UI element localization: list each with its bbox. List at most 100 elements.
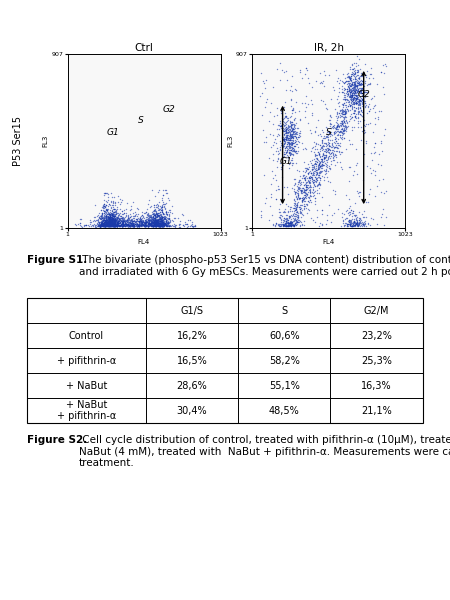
Point [108, 215, 116, 225]
Point [104, 221, 112, 230]
Point [155, 210, 162, 220]
Point [157, 207, 164, 217]
Point [141, 221, 148, 230]
Point [116, 217, 123, 227]
Point [118, 214, 126, 224]
Point [99, 215, 107, 225]
Point [308, 172, 315, 182]
Point [111, 221, 118, 230]
Point [317, 161, 324, 171]
Point [329, 121, 337, 131]
Point [108, 219, 115, 229]
Point [326, 164, 333, 173]
Point [139, 211, 146, 220]
Point [315, 164, 322, 173]
Point [272, 218, 279, 228]
Point [158, 216, 165, 226]
Point [285, 125, 292, 134]
Point [97, 211, 104, 221]
Point [302, 164, 310, 173]
Point [155, 221, 162, 230]
Point [318, 160, 325, 170]
Point [288, 143, 295, 152]
Point [124, 220, 131, 230]
Point [144, 221, 152, 231]
Point [113, 217, 121, 227]
Point [141, 221, 149, 231]
Point [351, 84, 358, 94]
Point [128, 216, 135, 226]
Point [106, 214, 113, 223]
Point [108, 218, 116, 228]
Point [137, 220, 144, 230]
Point [310, 168, 317, 178]
Point [279, 160, 287, 169]
Point [154, 212, 161, 221]
Point [134, 203, 141, 213]
Point [288, 95, 295, 104]
Point [337, 127, 344, 136]
Point [355, 107, 362, 117]
Point [103, 214, 110, 224]
Point [157, 219, 164, 229]
Point [103, 221, 110, 230]
Point [138, 220, 145, 229]
Point [358, 94, 365, 104]
Point [143, 218, 150, 227]
Point [113, 221, 120, 230]
Point [152, 207, 159, 217]
Point [302, 180, 309, 190]
Point [292, 133, 299, 142]
Point [109, 211, 116, 220]
Point [276, 119, 284, 128]
Point [310, 215, 317, 225]
Point [290, 220, 297, 230]
Point [106, 217, 113, 226]
Point [135, 221, 142, 231]
Point [282, 149, 289, 158]
Point [281, 127, 288, 136]
Point [354, 218, 361, 228]
Point [313, 173, 320, 182]
Point [285, 221, 292, 231]
Point [101, 221, 108, 230]
Point [99, 211, 106, 220]
Point [283, 142, 290, 151]
Point [149, 218, 156, 228]
Point [360, 80, 367, 89]
Point [348, 217, 355, 227]
Point [355, 61, 362, 70]
Point [352, 161, 360, 170]
Point [101, 217, 108, 226]
Point [262, 103, 269, 112]
Point [188, 220, 195, 230]
Point [130, 220, 137, 230]
Point [304, 184, 311, 193]
Point [353, 187, 360, 196]
Point [104, 212, 112, 222]
Point [356, 103, 364, 113]
Point [316, 184, 323, 193]
Point [94, 221, 102, 231]
Point [291, 127, 298, 136]
Point [353, 92, 360, 102]
Point [109, 204, 116, 214]
Point [163, 221, 171, 230]
Point [288, 142, 295, 152]
Point [351, 80, 358, 90]
Point [289, 143, 297, 152]
Point [297, 200, 305, 210]
Point [346, 85, 354, 94]
Point [356, 83, 363, 92]
Point [145, 214, 153, 224]
Point [285, 139, 292, 148]
Point [300, 186, 307, 196]
Point [293, 136, 300, 146]
Point [284, 125, 291, 135]
Point [149, 212, 156, 222]
Point [120, 205, 127, 215]
Point [342, 121, 350, 131]
Point [292, 121, 299, 130]
Point [103, 217, 110, 227]
Point [353, 104, 360, 113]
